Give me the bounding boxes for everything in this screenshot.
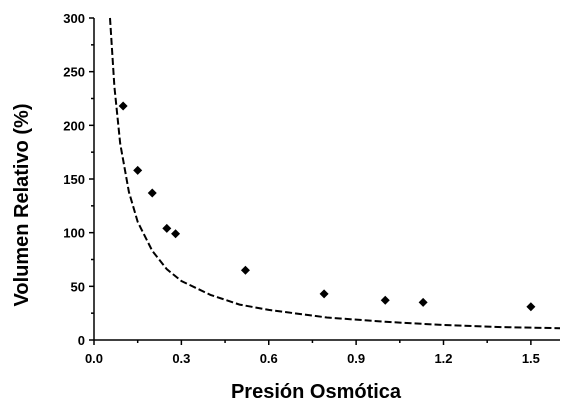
y-tick-label: 50 — [71, 279, 85, 294]
data-point — [147, 188, 157, 198]
y-tick-label: 150 — [63, 172, 85, 187]
data-point — [526, 302, 536, 312]
x-tick-label: 0.6 — [260, 351, 278, 366]
y-tick-label: 250 — [63, 65, 85, 80]
y-tick-label: 300 — [63, 11, 85, 26]
data-point — [319, 289, 329, 299]
x-tick-label: 0.3 — [172, 351, 190, 366]
y-tick-label: 0 — [78, 333, 85, 348]
x-tick-label: 1.2 — [434, 351, 452, 366]
data-point — [380, 295, 390, 305]
data-point — [240, 265, 250, 275]
fit-curve — [109, 17, 561, 330]
data-point — [162, 223, 172, 233]
data-point — [133, 165, 143, 175]
data-point — [171, 229, 181, 239]
y-axis-title: Volumen Relativo (%) — [11, 104, 33, 307]
y-tick-label: 200 — [63, 118, 85, 133]
x-axis-title: Presión Osmótica — [231, 381, 402, 403]
x-tick-label: 0.0 — [85, 351, 103, 366]
plot-area: 0 50 100 150 200 250 300 0.0 0.3 0.6 0.9 1.2 1.5 — [63, 11, 561, 366]
x-tick-label: 0.9 — [347, 351, 365, 366]
data-point — [118, 101, 128, 111]
x-tick-label: 1.5 — [522, 351, 540, 366]
y-tick-label: 100 — [63, 226, 85, 241]
data-point — [418, 297, 428, 307]
